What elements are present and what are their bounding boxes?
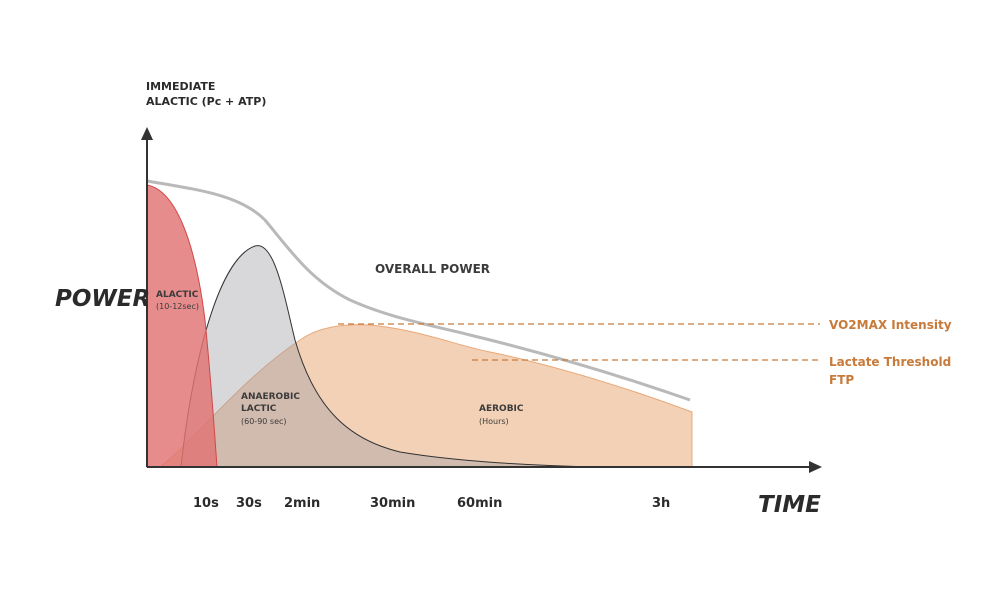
anaerobic-label-line2: LACTIC [241,404,277,414]
anaerobic-area [180,245,601,468]
tick-label: 30s [236,496,262,511]
overall-power-label: OVERALL POWER [375,262,490,276]
lactate-label-line1: Lactate Threshold [829,355,951,369]
anaerobic-label-line1: ANAEROBIC [241,392,300,402]
alactic-sublabel: (10-12sec) [156,302,199,311]
tick-label: 2min [284,496,320,511]
y-axis-top-label-line2: ALACTIC (Pc + ATP) [146,95,266,108]
x-axis-label: TIME [758,492,821,518]
aerobic-sublabel: (Hours) [479,417,509,426]
aerobic-area [158,324,693,468]
tick-label: 60min [457,496,502,511]
y-axis-arrow [141,127,153,140]
y-axis-top-label-line1: IMMEDIATE [146,80,215,93]
tick-label: 3h [652,496,670,511]
alactic-area [146,184,218,468]
y-axis-label: POWER [55,286,150,312]
alactic-label: ALACTIC [156,290,199,300]
tick-label: 30min [370,496,415,511]
tick-label: 10s [193,496,219,511]
x-axis-arrow [809,461,822,473]
vo2max-label: VO2MAX Intensity [829,318,952,332]
aerobic-label: AEROBIC [479,404,524,414]
anaerobic-sublabel: (60-90 sec) [241,417,287,426]
lactate-label-line2: FTP [829,373,854,387]
